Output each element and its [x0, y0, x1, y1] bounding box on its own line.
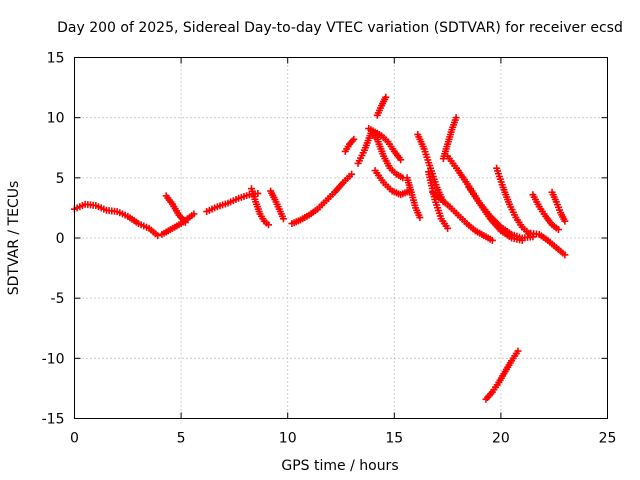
series-arc-20: [493, 164, 533, 237]
y-tick-label: -10: [42, 351, 65, 367]
data-point: [348, 170, 356, 178]
data-point: [350, 135, 358, 143]
y-tick-label: -5: [51, 291, 65, 307]
data-point: [554, 226, 562, 234]
y-tick-label: -15: [42, 412, 65, 428]
series-arc-5: [247, 185, 273, 229]
series-arc-10: [373, 93, 390, 119]
y-tick-label: 0: [56, 231, 65, 247]
series-arc-11: [365, 124, 405, 164]
x-tick-label: 15: [385, 431, 403, 447]
series-arc-14: [414, 131, 447, 206]
points-layer: [71, 93, 569, 403]
series-arc-12: [371, 167, 413, 199]
data-point: [154, 232, 162, 240]
series-arc-23: [548, 188, 569, 225]
series-arc-17: [439, 114, 460, 163]
series-arc-3: [162, 192, 189, 226]
tick-layer: 0 5 10 15 20 25 -15 -10 -5 0 5 10 15: [42, 51, 617, 447]
series-arc-7: [288, 170, 356, 228]
grid-layer: [74, 57, 608, 419]
x-tick-label: 10: [279, 431, 297, 447]
y-tick-label: 15: [47, 51, 65, 67]
y-axis-label: SDTVAR / TECUs: [6, 181, 22, 296]
data-point: [416, 214, 424, 222]
series-arc-8: [341, 135, 358, 155]
series-arc-24: [482, 347, 522, 403]
x-axis-label: GPS time / hours: [281, 458, 398, 474]
data-point: [561, 251, 569, 259]
data-point: [265, 221, 273, 229]
y-tick-label: 5: [56, 171, 65, 187]
series-arc-16: [429, 188, 496, 244]
series-arc-21: [527, 229, 569, 259]
data-point: [190, 210, 198, 218]
chart-title: Day 200 of 2025, Sidereal Day-to-day VTE…: [57, 20, 623, 36]
series-arc-4: [203, 189, 262, 216]
data-point: [444, 224, 452, 232]
series-arc-13: [403, 174, 424, 222]
data-point: [279, 215, 287, 223]
data-point: [488, 236, 496, 244]
x-tick-label: 25: [599, 431, 617, 447]
series-arc-19: [465, 183, 537, 242]
data-point: [452, 114, 460, 122]
data-point: [382, 93, 390, 101]
series-arc-2: [158, 210, 198, 238]
data-point: [514, 347, 522, 355]
x-tick-label: 0: [70, 431, 79, 447]
series-arc-22: [529, 191, 562, 234]
series-arc-6: [267, 187, 287, 223]
data-point: [561, 217, 569, 225]
x-tick-label: 5: [177, 431, 186, 447]
data-point: [181, 218, 189, 226]
x-tick-label: 20: [492, 431, 510, 447]
y-tick-label: 10: [47, 111, 65, 127]
data-point: [397, 156, 405, 164]
